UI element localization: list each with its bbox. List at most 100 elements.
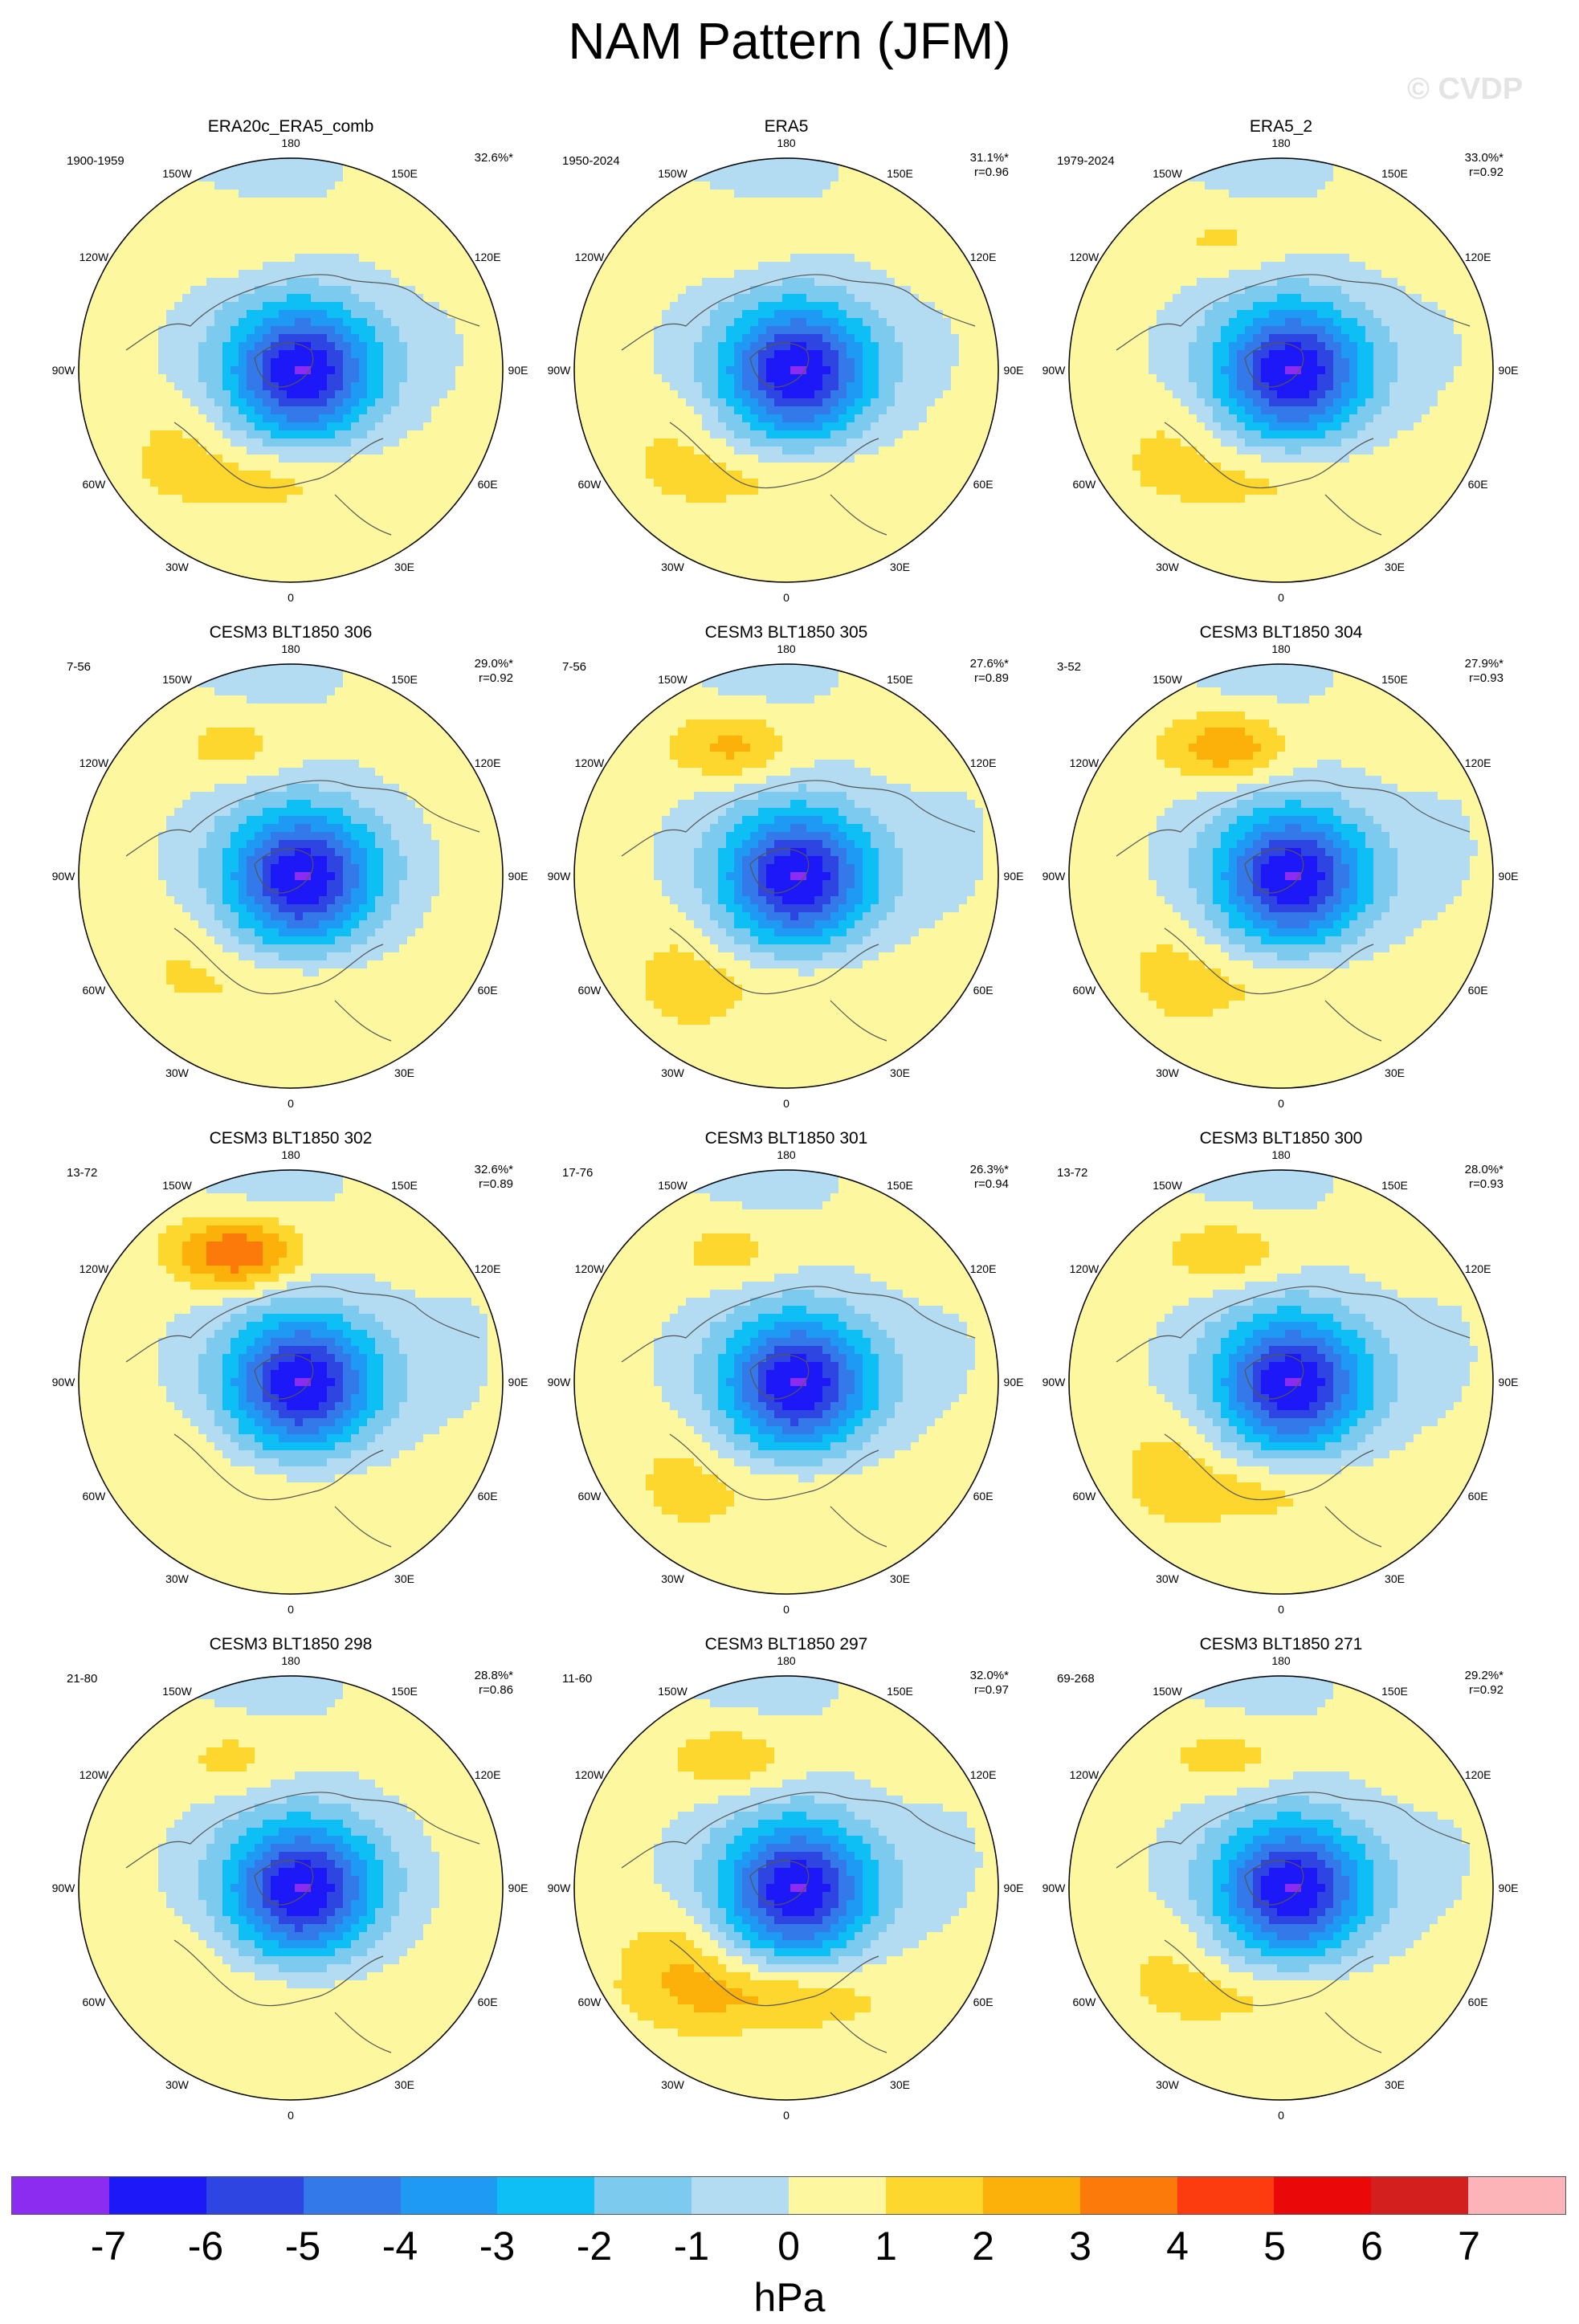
longitude-label: 150W [1153, 1685, 1182, 1698]
longitude-label: 30E [394, 1572, 414, 1585]
longitude-label: 90W [52, 1882, 75, 1894]
map-panel: CESM3 BLT1850 304 3-52 27.9%* r=0.93 180 150E… [1034, 623, 1528, 1121]
panel-title: CESM3 BLT1850 302 [44, 1129, 537, 1148]
longitude-label: 120W [80, 756, 109, 769]
longitude-label: 60E [478, 1490, 498, 1502]
colorbar-cell [692, 2177, 789, 2214]
coastlines [125, 1792, 480, 2053]
panel-period: 1950-2024 [562, 154, 620, 169]
longitude-label: 120E [1465, 756, 1491, 769]
map-boundary [1068, 663, 1494, 1089]
longitude-label: 0 [783, 1097, 790, 1110]
colorbar-cell [12, 2177, 109, 2214]
colorbar-cell [1371, 2177, 1469, 2214]
contour-field [573, 663, 999, 1089]
longitude-label: 90W [52, 1376, 75, 1388]
panel-title: CESM3 BLT1850 306 [44, 623, 537, 642]
panel-period: 17-76 [562, 1166, 593, 1180]
longitude-label: 180 [777, 1654, 795, 1667]
longitude-label: 180 [281, 1654, 300, 1667]
longitude-label: 150W [162, 1685, 192, 1698]
map-panel: CESM3 BLT1850 302 13-72 32.6%* r=0.89 180 150… [44, 1129, 537, 1627]
longitude-label: 180 [281, 1148, 300, 1161]
longitude-label: 0 [783, 591, 790, 604]
longitude-label: 0 [1278, 1097, 1284, 1110]
longitude-label: 30E [394, 1066, 414, 1079]
longitude-label: 120E [970, 756, 997, 769]
longitude-label: 120W [80, 251, 109, 263]
contour-field [1068, 157, 1494, 583]
longitude-label: 30E [394, 2078, 414, 2091]
longitude-label: 30E [890, 561, 910, 573]
colorbar-tick-label: 2 [972, 2223, 994, 2269]
longitude-label: 90E [1004, 1882, 1024, 1894]
longitude-label: 120W [80, 1768, 109, 1781]
longitude-label: 30E [1385, 2078, 1405, 2091]
colorbar-cell [1274, 2177, 1372, 2214]
longitude-label: 120W [575, 1262, 605, 1275]
longitude-label: 60E [1468, 478, 1488, 491]
longitude-label: 60W [1073, 1490, 1096, 1502]
panel-period: 1900-1959 [67, 154, 124, 169]
longitude-label: 0 [288, 1097, 294, 1110]
longitude-label: 120W [1070, 251, 1100, 263]
longitude-label: 30W [1156, 2078, 1179, 2091]
longitude-label: 120E [970, 1768, 997, 1781]
coastlines [621, 1286, 976, 1547]
map-boundary [78, 157, 504, 583]
colorbar-cell [1177, 2177, 1275, 2214]
colorbar-cell [1079, 2177, 1177, 2214]
panel-period: 3-52 [1057, 660, 1081, 675]
panel-variance-explained: 31.1%* [970, 151, 1009, 165]
longitude-label: 150E [887, 167, 913, 180]
panel-pattern-correlation: r=0.86 [479, 1683, 513, 1698]
longitude-label: 150W [658, 167, 687, 180]
contour-field [573, 1169, 999, 1595]
panel-pattern-correlation: r=0.97 [974, 1683, 1009, 1698]
polar-map [573, 157, 999, 583]
longitude-label: 120E [970, 251, 997, 263]
longitude-label: 60W [578, 1490, 602, 1502]
longitude-label: 180 [1271, 137, 1290, 149]
longitude-label: 60E [1468, 1996, 1488, 2008]
colorbar-cell [497, 2177, 595, 2214]
map-boundary [78, 1675, 504, 2101]
longitude-label: 60E [478, 984, 498, 997]
map-panel: CESM3 BLT1850 306 7-56 29.0%* r=0.92 180 150E… [44, 623, 537, 1121]
contour-field [1068, 1169, 1494, 1595]
longitude-label: 0 [288, 2109, 294, 2122]
longitude-label: 150E [887, 1685, 913, 1698]
panel-pattern-correlation: r=0.89 [974, 671, 1009, 686]
longitude-label: 60E [1468, 984, 1488, 997]
longitude-label: 90W [1042, 364, 1066, 377]
longitude-label: 90E [508, 364, 528, 377]
longitude-label: 60W [1073, 984, 1096, 997]
longitude-label: 60W [83, 984, 106, 997]
colorbar-tick-label: -2 [577, 2223, 612, 2269]
polar-map [573, 1675, 999, 2101]
longitude-label: 150E [887, 673, 913, 686]
coastlines [125, 274, 480, 536]
longitude-label: 150E [1381, 1179, 1408, 1192]
colorbar-tick-label: 7 [1458, 2223, 1480, 2269]
map-boundary [573, 663, 999, 1089]
panel-pattern-correlation: r=0.89 [479, 1177, 513, 1192]
panel-pattern-correlation: r=0.92 [1469, 165, 1504, 180]
longitude-label: 150W [162, 673, 192, 686]
contour-field [1068, 663, 1494, 1089]
longitude-label: 60E [1468, 1490, 1488, 1502]
colorbar-units: hPa [0, 2274, 1579, 2321]
longitude-label: 90E [508, 1882, 528, 1894]
longitude-label: 180 [281, 137, 300, 149]
longitude-label: 30E [1385, 1572, 1405, 1585]
longitude-label: 120W [575, 251, 605, 263]
panel-period: 13-72 [1057, 1166, 1087, 1180]
panel-pattern-correlation: r=0.94 [974, 1177, 1009, 1192]
longitude-label: 150E [1381, 1685, 1408, 1698]
coastlines [1116, 274, 1471, 536]
panel-variance-explained: 33.0%* [1465, 151, 1504, 165]
colorbar-cell [206, 2177, 304, 2214]
longitude-label: 150E [391, 167, 418, 180]
panel-pattern-correlation: r=0.92 [479, 671, 513, 686]
longitude-label: 150E [1381, 673, 1408, 686]
